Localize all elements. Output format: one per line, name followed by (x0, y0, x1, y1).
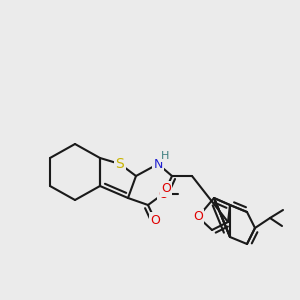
Text: O: O (193, 211, 203, 224)
Text: O: O (161, 182, 171, 196)
Text: S: S (116, 157, 124, 171)
Text: O: O (150, 214, 160, 226)
Text: O: O (158, 188, 168, 200)
Text: N: N (153, 158, 163, 170)
Text: H: H (161, 151, 169, 161)
